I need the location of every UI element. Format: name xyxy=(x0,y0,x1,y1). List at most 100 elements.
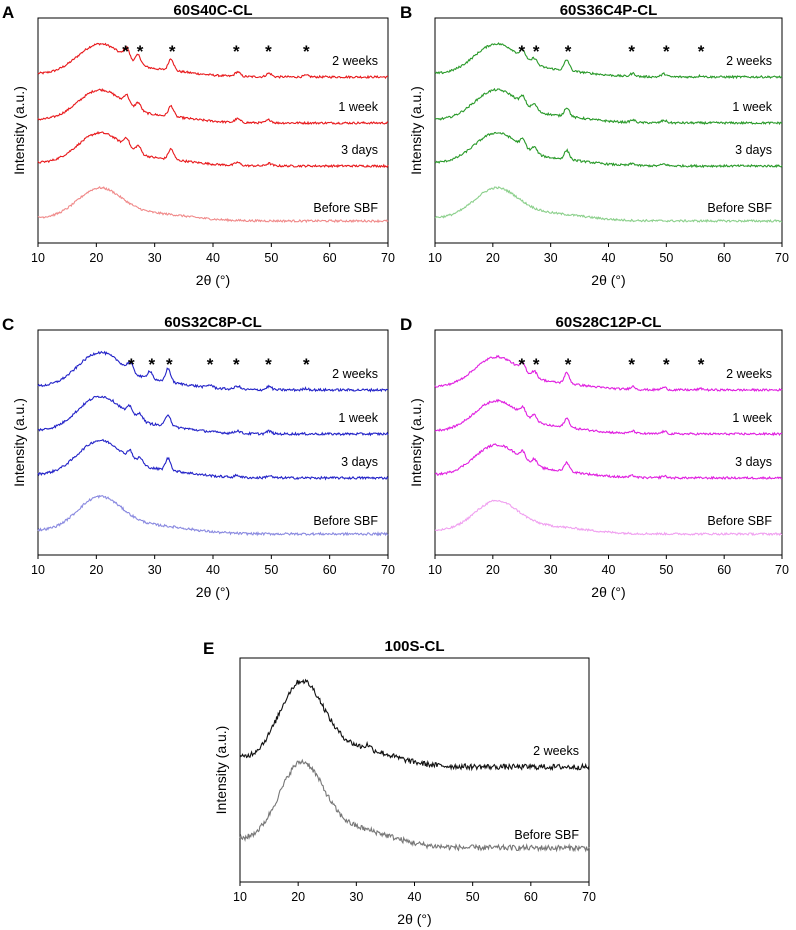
series-label: 2 weeks xyxy=(533,744,579,758)
peak-marker-star: * xyxy=(663,355,670,374)
x-tick-label: 20 xyxy=(486,563,500,577)
peak-marker-star: * xyxy=(663,42,670,61)
chart-title: 60S28C12P-CL xyxy=(556,314,662,331)
peak-marker-star: * xyxy=(518,355,525,374)
chart-title: 60S32C8P-CL xyxy=(164,314,262,331)
x-axis-label: 2θ (°) xyxy=(591,272,625,288)
peak-marker-star: * xyxy=(122,42,129,61)
x-tick-label: 50 xyxy=(264,251,278,265)
x-tick-label: 50 xyxy=(466,890,480,904)
series-line-1-week xyxy=(434,87,783,126)
x-tick-label: 30 xyxy=(544,563,558,577)
series-line-3-days xyxy=(434,131,783,169)
x-tick-label: 70 xyxy=(381,563,395,577)
x-axis-label: 2θ (°) xyxy=(196,584,230,600)
series-line-3-days xyxy=(37,438,389,481)
series-label: 2 weeks xyxy=(332,367,378,381)
series-label: 1 week xyxy=(732,100,772,114)
chart-panel-e: E 100S-CL 10 20 30 40 50 60 70 2θ (°) Intensity (a… xyxy=(203,638,596,927)
x-tick-label: 50 xyxy=(264,563,278,577)
x-tick-label: 20 xyxy=(291,890,305,904)
peak-marker-star: * xyxy=(233,355,240,374)
peak-marker-star: * xyxy=(698,355,705,374)
series-line-2-weeks xyxy=(434,354,783,393)
series-label: 1 week xyxy=(338,411,378,425)
series-label: 3 days xyxy=(735,143,772,157)
panel-letter: A xyxy=(2,3,14,22)
chart-panel-d: D 60S28C12P-CL 10 20 30 40 50 60 70 2θ (°) Intensi… xyxy=(400,314,789,600)
x-axis-label: 2θ (°) xyxy=(397,911,431,927)
series-line-1-week xyxy=(37,395,389,437)
x-tick-label: 40 xyxy=(206,563,220,577)
peak-marker-star: * xyxy=(533,42,540,61)
series-label: 1 week xyxy=(338,100,378,114)
x-tick-label: 10 xyxy=(31,251,45,265)
y-axis-label: Intensity (a.u.) xyxy=(408,86,424,175)
x-tick-label: 20 xyxy=(89,251,103,265)
x-tick-label: 40 xyxy=(206,251,220,265)
peak-marker-star: * xyxy=(518,42,525,61)
series-label: 2 weeks xyxy=(726,367,772,381)
series-label: Before SBF xyxy=(313,514,378,528)
x-tick-label: 20 xyxy=(486,251,500,265)
x-tick-label: 50 xyxy=(659,251,673,265)
x-axis-label: 2θ (°) xyxy=(196,272,230,288)
y-axis-label: Intensity (a.u.) xyxy=(11,398,27,487)
series-line-1-week xyxy=(37,87,389,125)
chart-panel-c: C 60S32C8P-CL 10 20 30 40 50 60 70 2θ (°) Intensit… xyxy=(2,314,395,600)
peak-marker-star: * xyxy=(233,42,240,61)
x-tick-label: 10 xyxy=(233,890,247,904)
x-tick-label: 60 xyxy=(717,563,731,577)
peak-marker-star: * xyxy=(628,355,635,374)
x-tick-label: 70 xyxy=(775,563,789,577)
series-line-1-week xyxy=(434,398,783,437)
x-tick-label: 30 xyxy=(148,563,162,577)
peak-marker-star: * xyxy=(628,42,635,61)
x-tick-label: 60 xyxy=(323,251,337,265)
peak-marker-star: * xyxy=(148,355,155,374)
series-line-2-weeks xyxy=(434,42,783,80)
x-tick-label: 30 xyxy=(148,251,162,265)
series-label: 1 week xyxy=(732,411,772,425)
peak-marker-star: * xyxy=(303,355,310,374)
chart-panel-b: B 60S36C4P-CL 10 20 30 40 50 60 70 2θ (°) Intensit… xyxy=(400,2,789,288)
peak-marker-star: * xyxy=(303,42,310,61)
series-line-before-sbf xyxy=(434,186,783,224)
series-label: Before SBF xyxy=(514,828,579,842)
x-tick-label: 30 xyxy=(349,890,363,904)
x-tick-label: 60 xyxy=(524,890,538,904)
x-tick-label: 10 xyxy=(428,251,442,265)
series-label: Before SBF xyxy=(707,201,772,215)
series-line-3-days xyxy=(434,443,783,481)
panel-letter: D xyxy=(400,315,412,334)
x-tick-label: 40 xyxy=(602,563,616,577)
panel-letter: C xyxy=(2,315,14,334)
x-tick-label: 60 xyxy=(323,563,337,577)
peak-marker-star: * xyxy=(207,355,214,374)
series-label: 3 days xyxy=(735,455,772,469)
panel-letter: B xyxy=(400,3,412,22)
peak-marker-star: * xyxy=(137,42,144,61)
chart-title: 60S36C4P-CL xyxy=(560,2,658,19)
chart-title: 100S-CL xyxy=(384,638,444,655)
x-tick-label: 50 xyxy=(659,563,673,577)
x-tick-label: 30 xyxy=(544,251,558,265)
series-line-before-sbf xyxy=(37,494,389,537)
x-tick-label: 40 xyxy=(602,251,616,265)
chart-title: 60S40C-CL xyxy=(173,2,252,19)
peak-marker-star: * xyxy=(698,42,705,61)
x-tick-label: 70 xyxy=(775,251,789,265)
peak-marker-star: * xyxy=(265,42,272,61)
x-tick-label: 10 xyxy=(31,563,45,577)
series-label: Before SBF xyxy=(313,201,378,215)
peak-marker-star: * xyxy=(128,355,135,374)
series-line-3-days xyxy=(37,130,389,169)
series-label: 2 weeks xyxy=(332,54,378,68)
y-axis-label: Intensity (a.u.) xyxy=(213,726,229,815)
panel-letter: E xyxy=(203,639,214,658)
series-line-before-sbf xyxy=(239,758,590,853)
peak-marker-star: * xyxy=(533,355,540,374)
x-tick-label: 10 xyxy=(428,563,442,577)
peak-marker-star: * xyxy=(565,42,572,61)
